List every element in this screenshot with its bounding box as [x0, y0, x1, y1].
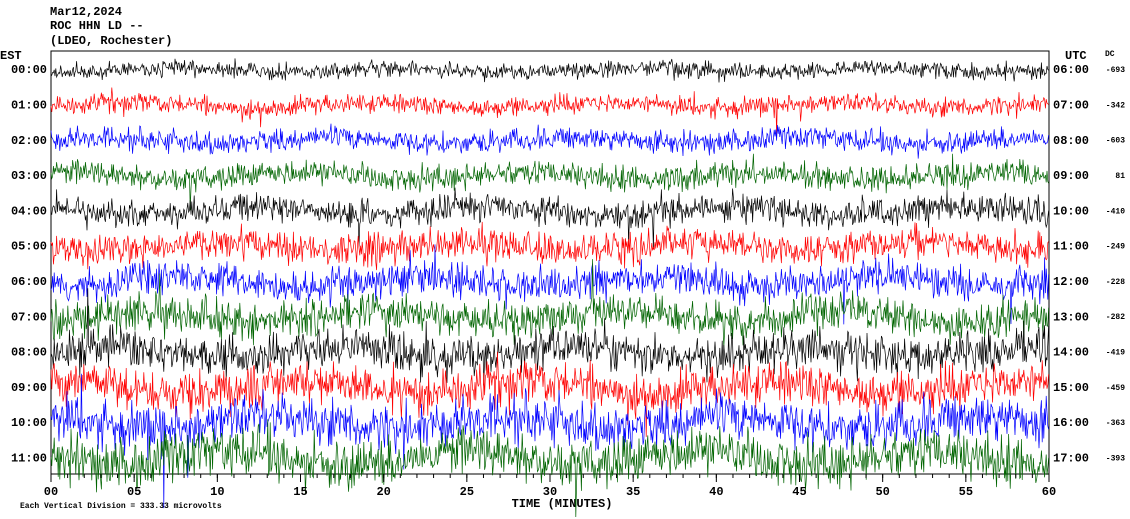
x-tick-label: 55 — [959, 485, 973, 499]
x-tick-label: 25 — [460, 485, 474, 499]
x-tick-label: 35 — [626, 485, 640, 499]
est-time: 03:00 — [11, 169, 47, 183]
trace — [50, 153, 1049, 211]
utc-time: 08:00 — [1053, 134, 1089, 148]
x-axis-label: TIME (MINUTES) — [512, 497, 613, 511]
est-time: 08:00 — [11, 346, 47, 360]
x-tick-label: 15 — [293, 485, 307, 499]
dc-value: -693 — [1106, 66, 1125, 75]
x-tick-label: 60 — [1042, 485, 1056, 499]
x-tick-label: 10 — [210, 485, 224, 499]
trace — [50, 123, 1049, 159]
title-line: ROC HHN LD -- — [50, 19, 144, 33]
dc-value: -459 — [1106, 384, 1125, 393]
est-time: 02:00 — [11, 134, 47, 148]
est-time: 00:00 — [11, 63, 47, 77]
x-tick-label: 50 — [875, 485, 889, 499]
title-line: (LDEO, Rochester) — [50, 34, 172, 48]
utc-label: UTC — [1065, 49, 1087, 63]
est-time: 04:00 — [11, 204, 47, 218]
footer: Each Vertical Division = 333.33 microvol… — [20, 502, 222, 511]
est-time: 06:00 — [11, 275, 47, 289]
x-tick-label: 20 — [376, 485, 390, 499]
trace — [50, 221, 1049, 271]
title-line: Mar12,2024 — [50, 5, 122, 19]
dc-label: DC — [1105, 50, 1115, 59]
dc-value: -419 — [1106, 349, 1125, 358]
x-tick-label: 45 — [792, 485, 806, 499]
trace — [50, 288, 1049, 386]
est-label: EST — [0, 49, 22, 63]
x-tick-label: 40 — [709, 485, 723, 499]
dc-value: -363 — [1106, 419, 1125, 428]
x-tick-label: 05 — [127, 485, 141, 499]
dc-value: 81 — [1115, 172, 1125, 181]
est-time: 09:00 — [11, 381, 47, 395]
trace — [50, 259, 1049, 348]
dc-value: -342 — [1106, 101, 1125, 110]
dc-value: -249 — [1106, 243, 1125, 252]
trace — [50, 373, 1049, 509]
utc-time: 15:00 — [1053, 381, 1089, 395]
est-time: 07:00 — [11, 310, 47, 324]
est-time: 01:00 — [11, 98, 47, 112]
utc-time: 12:00 — [1053, 275, 1089, 289]
utc-time: 17:00 — [1053, 451, 1089, 465]
dc-value: -393 — [1106, 454, 1125, 463]
utc-time: 07:00 — [1053, 98, 1089, 112]
trace — [50, 87, 1049, 136]
est-time: 11:00 — [11, 451, 47, 465]
dc-value: -282 — [1106, 313, 1125, 322]
trace — [50, 419, 1049, 518]
trace — [50, 244, 1049, 325]
utc-time: 11:00 — [1053, 240, 1089, 254]
trace — [50, 58, 1049, 83]
est-time: 10:00 — [11, 416, 47, 430]
trace — [50, 187, 1049, 250]
trace — [50, 351, 1049, 437]
utc-time: 10:00 — [1053, 204, 1089, 218]
dc-value: -603 — [1106, 137, 1125, 146]
x-tick-label: 00 — [44, 485, 58, 499]
utc-time: 13:00 — [1053, 310, 1089, 324]
est-time: 05:00 — [11, 240, 47, 254]
utc-time: 16:00 — [1053, 416, 1089, 430]
dc-value: -410 — [1106, 207, 1125, 216]
utc-time: 09:00 — [1053, 169, 1089, 183]
dc-value: -228 — [1106, 278, 1125, 287]
x-tick-label: 30 — [543, 485, 557, 499]
utc-time: 14:00 — [1053, 346, 1089, 360]
utc-time: 06:00 — [1053, 63, 1089, 77]
